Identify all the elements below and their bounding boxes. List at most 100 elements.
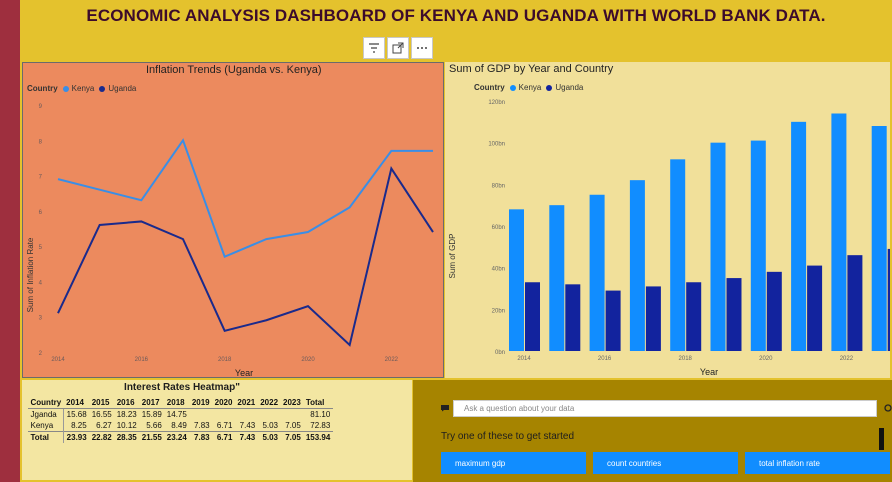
column-header[interactable]: 2019 xyxy=(189,397,213,409)
column-header[interactable]: Country xyxy=(28,397,64,409)
table-cell xyxy=(258,409,281,421)
x-tick-label: 2016 xyxy=(135,357,149,363)
inflation-chart-panel[interactable]: Inflation Trends (Uganda vs. Kenya) Coun… xyxy=(22,62,444,378)
y-tick-label: 40bn xyxy=(492,267,505,273)
table-cell: 7.05 xyxy=(285,421,301,430)
column-header[interactable]: 2015 xyxy=(89,397,115,409)
focus-mode-icon[interactable] xyxy=(387,37,409,59)
inflation-y-axis-label: Sum of Inflation Rate xyxy=(26,237,35,312)
qa-hint: Try one of these to get started xyxy=(441,431,575,442)
table-cell xyxy=(189,409,212,421)
x-tick-label: 2022 xyxy=(385,357,399,363)
legend-item-uganda[interactable]: Uganda xyxy=(555,83,584,92)
table-cell: 72.83 xyxy=(310,421,331,430)
y-tick-label: 4 xyxy=(39,280,43,286)
more-options-icon[interactable] xyxy=(411,37,433,59)
gdp-legend: Country Kenya Uganda xyxy=(474,83,583,92)
table-cell: 8.49 xyxy=(171,421,187,430)
inflation-line-plot: Sum of Inflation Rate Year 2 3 4 5 6 7 8 9 2014 2… xyxy=(26,104,434,377)
y-tick-label: 3 xyxy=(39,316,43,322)
suggestion-button-total-inflation-rate[interactable]: total inflation rate xyxy=(745,452,890,474)
bar-kenya-2016 xyxy=(589,194,605,351)
legend-item-uganda[interactable]: Uganda xyxy=(108,84,137,93)
x-tick-label: 2014 xyxy=(517,356,531,362)
table-cell: 6.27 xyxy=(96,421,112,430)
legend-title: Country xyxy=(27,84,58,93)
gdp-x-axis-label: Year xyxy=(700,367,718,377)
y-tick-label: 7 xyxy=(39,175,43,181)
gdp-bar-plot: Sum of GDP Year 0bn 20bn 40bn 60bn 80bn 100bn… xyxy=(448,100,890,377)
y-tick-label: 6 xyxy=(39,210,43,216)
column-header[interactable]: 2017 xyxy=(139,397,165,409)
table-cell: 16.55 xyxy=(91,410,112,419)
dashboard-title: ECONOMIC ANALYSIS DASHBOARD OF KENYA AND… xyxy=(86,6,826,25)
inflation-chart-title: Inflation Trends (Uganda vs. Kenya) xyxy=(146,64,322,76)
x-tick-label: 2014 xyxy=(51,357,65,363)
column-header[interactable]: 2021 xyxy=(234,397,258,409)
table-cell: 15.89 xyxy=(141,410,162,419)
bar-kenya-2021 xyxy=(791,121,807,351)
x-tick-label: 2020 xyxy=(301,357,315,363)
column-header[interactable]: Total xyxy=(303,397,333,409)
y-tick-label: 5 xyxy=(39,245,43,251)
table-cell: 5.66 xyxy=(146,421,162,430)
table-cell: 7.43 xyxy=(234,431,258,443)
qa-visual-panel: Ask a question about your data Try one o… xyxy=(413,380,892,482)
series-line-kenya xyxy=(57,138,433,259)
x-tick-label: 2020 xyxy=(759,356,773,362)
y-tick-label: 8 xyxy=(39,139,43,145)
inflation-x-axis-label: Year xyxy=(235,368,253,377)
bar-kenya-2022 xyxy=(831,113,847,351)
column-header[interactable]: 2023 xyxy=(280,397,304,409)
bar-uganda-2020 xyxy=(766,271,782,351)
filter-icon[interactable] xyxy=(363,37,385,59)
column-header[interactable]: 2014 xyxy=(63,397,90,409)
table-cell xyxy=(212,409,235,421)
row-label: Jganda xyxy=(28,408,65,420)
uganda-legend-marker xyxy=(546,84,553,91)
scrollbar[interactable] xyxy=(879,428,884,450)
table-cell: 14.75 xyxy=(166,410,187,419)
interest-rate-table: Country 2014 2015 2016 2017 2018 2019 2020 2021 2… xyxy=(28,397,333,443)
interest-heatmap-panel[interactable]: Interest Rates Heatmap" Country 2014 2015 2… xyxy=(22,380,412,480)
legend-item-kenya[interactable]: Kenya xyxy=(71,84,95,93)
table-cell: 18.23 xyxy=(116,410,137,419)
column-header[interactable]: 2018 xyxy=(164,397,190,409)
y-tick-label: 100bn xyxy=(488,142,505,148)
column-header[interactable]: 2016 xyxy=(114,397,140,409)
table-row: Jganda 15.68 16.55 18.23 15.89 14.75 81.10 xyxy=(28,408,333,421)
legend-item-kenya[interactable]: Kenya xyxy=(518,83,542,92)
suggestion-button-count-countries[interactable]: count countries xyxy=(593,452,738,474)
legend-title: Country xyxy=(474,83,505,92)
table-cell: 7.05 xyxy=(280,431,304,443)
table-cell: 7.83 xyxy=(194,421,210,430)
x-tick-label: 2018 xyxy=(679,356,693,362)
bar-kenya-2020 xyxy=(750,140,766,351)
table-cell: 23.24 xyxy=(164,431,190,443)
y-tick-label: 0bn xyxy=(495,350,505,356)
row-label: Kenya xyxy=(28,420,65,432)
x-tick-label: 2016 xyxy=(598,356,612,362)
heatmap-title: Interest Rates Heatmap" xyxy=(124,382,240,393)
gdp-y-axis-label: Sum of GDP xyxy=(448,234,457,279)
x-tick-label: 2018 xyxy=(218,357,232,363)
y-tick-label: 60bn xyxy=(492,225,505,231)
uganda-legend-marker xyxy=(99,85,106,92)
report-canvas: ECONOMIC ANALYSIS DASHBOARD OF KENYA AND… xyxy=(20,0,892,482)
gdp-chart-panel[interactable]: Sum of GDP by Year and Country Country K… xyxy=(445,62,890,378)
suggestion-button-maximum-gdp[interactable]: maximum gdp xyxy=(441,452,586,474)
column-header[interactable]: 2022 xyxy=(257,397,281,409)
table-row: Kenya 8.25 6.27 10.12 5.66 8.49 7.83 6.71 7.43 5.… xyxy=(28,420,333,432)
qa-input[interactable]: Ask a question about your data xyxy=(453,400,877,417)
table-cell xyxy=(235,409,258,421)
bar-kenya-2015 xyxy=(549,205,565,351)
table-cell: 23.93 xyxy=(63,431,90,443)
y-tick-label: 120bn xyxy=(488,100,505,106)
settings-icon[interactable] xyxy=(884,404,892,412)
column-header[interactable]: 2020 xyxy=(212,397,235,409)
table-cell: 15.68 xyxy=(66,410,87,419)
table-cell: 6.71 xyxy=(216,421,233,430)
bar-uganda-2015 xyxy=(565,284,581,351)
bar-uganda-2014 xyxy=(525,282,540,351)
kenya-legend-marker xyxy=(509,84,516,91)
